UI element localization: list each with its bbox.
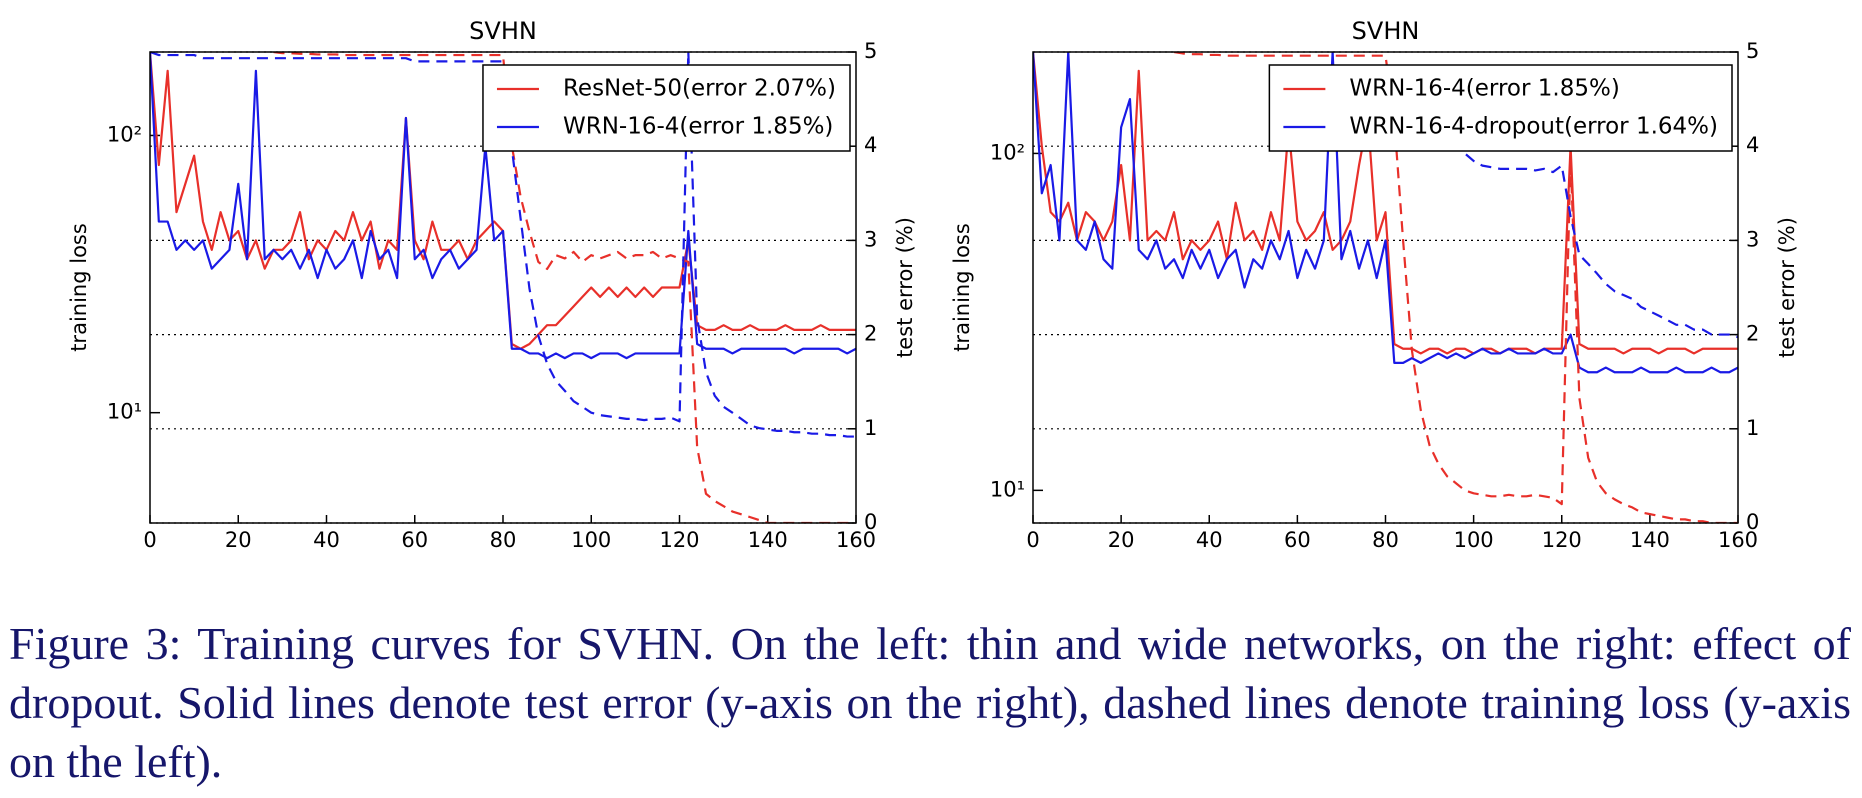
y2-tick-label: 5 [864,39,877,63]
y-axis-label: training loss [67,223,91,352]
y2-tick-label: 4 [864,133,877,157]
caption: Figure 3: Training curves for SVHN. On t… [9,618,1851,787]
y2-tick-label: 0 [864,510,877,534]
x-tick-label: 60 [1284,528,1311,552]
error-line [1033,52,1738,355]
y2-tick-label: 4 [1746,133,1759,157]
loss-line [150,52,856,438]
x-tick-label: 140 [1630,528,1670,552]
chart-title: SVHN [469,17,537,45]
legend-label: WRN-16-4-dropout(error 1.64%) [1349,114,1718,140]
legend: ResNet-50(error 2.07%) WRN-16-4(error 1.8… [482,64,851,152]
y2-axis-label: test error (%) [1775,217,1799,358]
error-line [1033,52,1738,374]
legend-box [482,64,851,152]
y2-tick-label: 3 [1746,227,1759,251]
x-tick-label: 80 [1372,528,1399,552]
loss-line [1455,138,1738,339]
y2-tick-label: 2 [1746,322,1759,346]
y2-tick-label: 3 [864,227,877,251]
x-tick-label: 60 [401,528,428,552]
x-tick-label: 140 [748,528,788,552]
x-tick-label: 40 [1196,528,1223,552]
legend-label: ResNet-50(error 2.07%) [563,76,836,102]
x-tick-label: 0 [1026,528,1039,552]
loss-line [1173,52,1738,523]
plot-frame [1032,51,1739,524]
x-tick-label: 160 [836,528,876,552]
y-tick-label: 10² [990,140,1025,164]
x-tick-label: 20 [225,528,252,552]
loss-line [273,52,856,523]
y2-tick-label: 0 [1746,510,1759,534]
y2-tick-label: 1 [1746,416,1759,440]
plot-area [1033,52,1738,523]
x-tick-label: 100 [1454,528,1494,552]
y-tick-label: 10¹ [990,477,1025,501]
plot-frame [149,51,857,524]
x-tick-label: 40 [313,528,340,552]
y2-tick-label: 5 [1746,39,1759,63]
x-tick-label: 120 [1542,528,1582,552]
legend-label: WRN-16-4(error 1.85%) [1349,76,1619,102]
x-tick-label: 160 [1718,528,1758,552]
y2-tick-label: 2 [864,322,877,346]
y-axis-label: training loss [950,223,974,352]
plot-area [150,52,856,523]
y-tick-label: 10¹ [107,400,142,424]
x-tick-label: 100 [571,528,611,552]
x-tick-label: 80 [490,528,517,552]
y2-tick-label: 1 [864,416,877,440]
legend: WRN-16-4(error 1.85%) WRN-16-4-dropout(er… [1268,64,1733,152]
y-tick-label: 10² [107,122,142,146]
legend-box [1268,64,1733,152]
error-line [150,52,856,360]
legend-label: WRN-16-4(error 1.85%) [563,114,833,140]
x-tick-label: 120 [659,528,699,552]
y2-axis-label: test error (%) [893,217,917,358]
chart-title: SVHN [1352,17,1420,45]
x-tick-label: 0 [143,528,156,552]
x-tick-label: 20 [1108,528,1135,552]
